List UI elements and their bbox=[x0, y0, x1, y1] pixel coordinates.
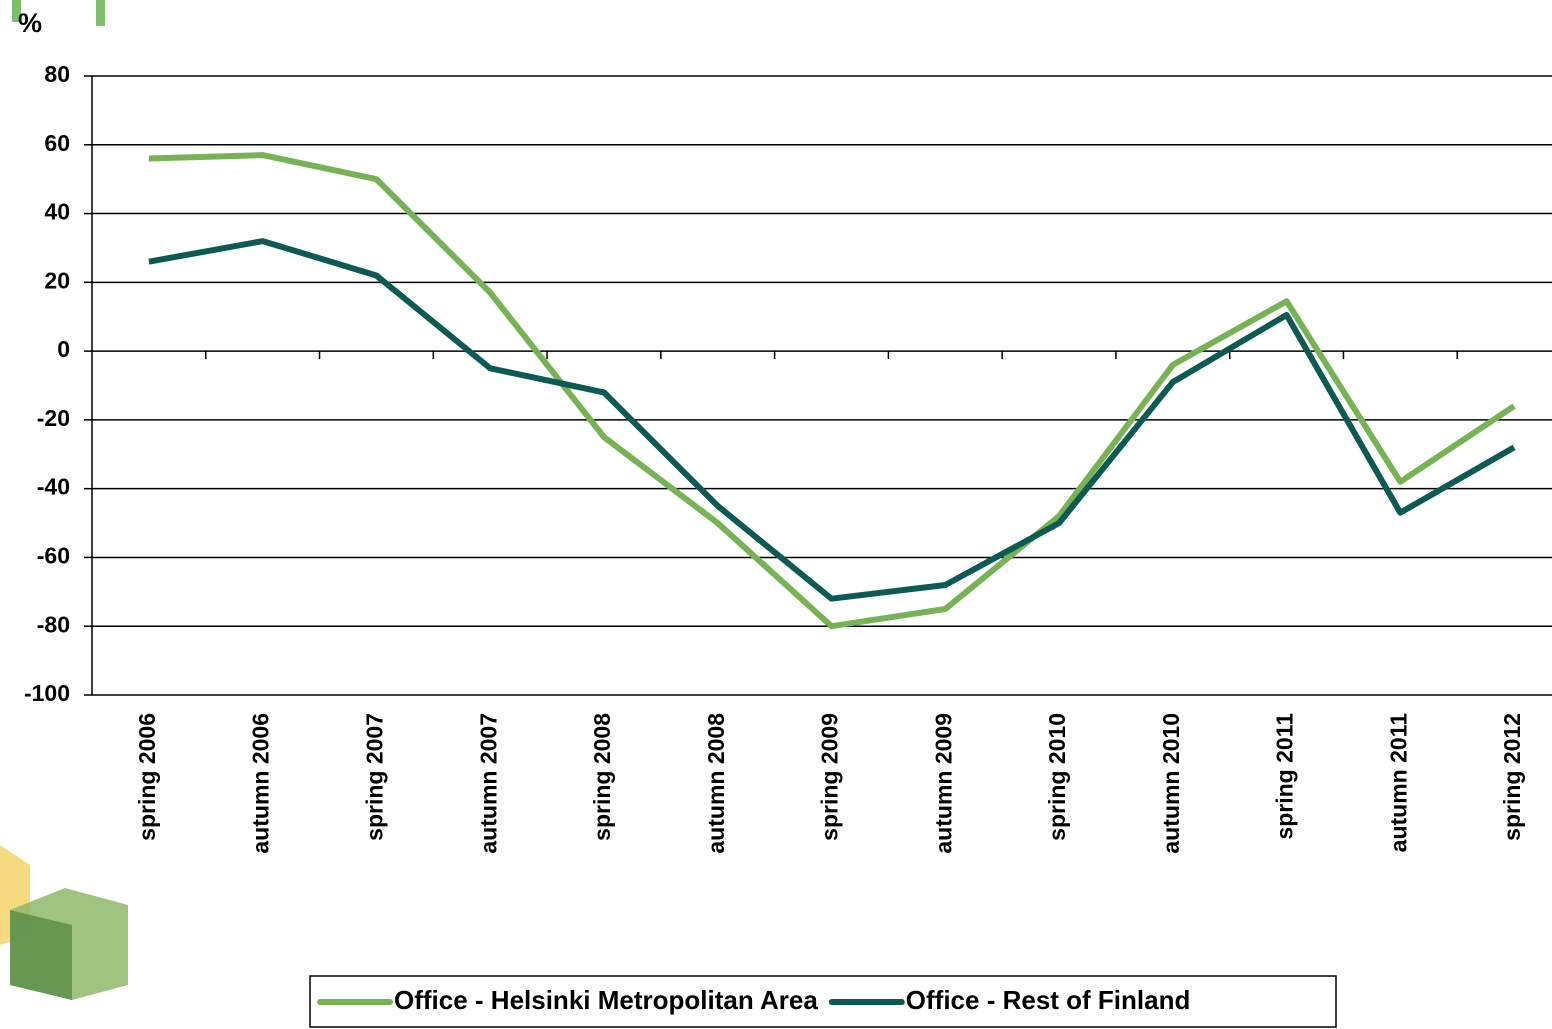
x-tick-label: autumn 2011 bbox=[1385, 713, 1411, 853]
y-tick-label: -80 bbox=[37, 611, 70, 637]
logo-cube bbox=[10, 910, 72, 1000]
legend bbox=[309, 975, 1337, 1028]
x-tick-label: spring 2010 bbox=[1044, 713, 1070, 841]
y-tick-label: 20 bbox=[44, 267, 70, 293]
x-tick-label: autumn 2006 bbox=[248, 713, 274, 854]
x-tick-label: autumn 2008 bbox=[703, 713, 729, 854]
line-series bbox=[148, 152, 1516, 630]
y-tick-label: -100 bbox=[24, 680, 70, 706]
x-tick-label: spring 2006 bbox=[134, 713, 160, 841]
y-tick-label: -40 bbox=[37, 474, 70, 500]
x-tick-label: spring 2007 bbox=[362, 713, 388, 841]
x-tick-label: autumn 2009 bbox=[930, 713, 956, 854]
y-tick-label: -20 bbox=[37, 405, 70, 431]
x-tick-label: spring 2009 bbox=[817, 713, 843, 841]
x-tick-label: spring 2012 bbox=[1499, 713, 1525, 841]
y-axis-label: % bbox=[18, 8, 42, 38]
y-tick-label: 60 bbox=[44, 130, 70, 156]
legend-label: Office - Helsinki Metropolitan Area bbox=[394, 985, 818, 1015]
x-tick-label: spring 2011 bbox=[1272, 713, 1298, 840]
logo-bar bbox=[96, 0, 105, 26]
line-series bbox=[148, 238, 1516, 602]
x-tick-label: autumn 2010 bbox=[1158, 713, 1184, 854]
x-tick-label: autumn 2007 bbox=[475, 713, 501, 854]
legend-label: Office - Rest of Finland bbox=[906, 985, 1191, 1015]
x-tick-label: spring 2008 bbox=[589, 713, 615, 841]
y-tick-label: 80 bbox=[44, 61, 70, 87]
y-tick-label: -60 bbox=[37, 543, 70, 569]
y-tick-label: 40 bbox=[44, 199, 70, 225]
logo-bar bbox=[12, 0, 21, 22]
y-tick-label: 0 bbox=[57, 336, 70, 362]
